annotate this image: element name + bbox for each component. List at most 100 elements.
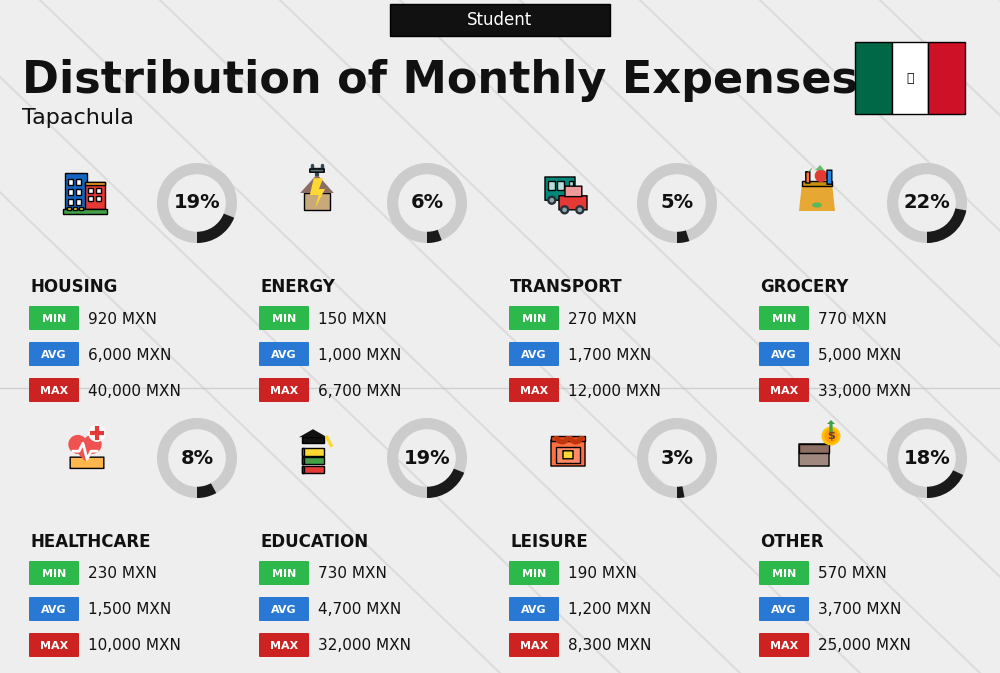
Text: TRANSPORT: TRANSPORT <box>510 278 623 296</box>
Text: EDUCATION: EDUCATION <box>260 533 368 551</box>
Circle shape <box>815 170 827 182</box>
Text: 25,000 MXN: 25,000 MXN <box>818 639 911 653</box>
FancyBboxPatch shape <box>65 173 87 209</box>
Text: Student: Student <box>467 11 533 29</box>
Text: 6%: 6% <box>410 194 444 213</box>
Text: 22%: 22% <box>904 194 950 213</box>
FancyBboxPatch shape <box>802 181 832 186</box>
Wedge shape <box>157 163 237 243</box>
Text: MAX: MAX <box>770 641 798 651</box>
FancyBboxPatch shape <box>76 189 81 195</box>
Wedge shape <box>927 470 963 498</box>
FancyBboxPatch shape <box>799 444 829 453</box>
Text: AVG: AVG <box>41 605 67 615</box>
Circle shape <box>578 208 581 211</box>
Text: 18%: 18% <box>904 448 950 468</box>
Text: MAX: MAX <box>520 641 548 651</box>
Text: LEISURE: LEISURE <box>510 533 588 551</box>
Circle shape <box>69 435 87 453</box>
Text: 3%: 3% <box>660 448 694 468</box>
Text: MAX: MAX <box>770 386 798 396</box>
Text: 770 MXN: 770 MXN <box>818 312 887 326</box>
FancyBboxPatch shape <box>569 181 573 190</box>
Text: AVG: AVG <box>271 350 297 360</box>
FancyBboxPatch shape <box>29 378 79 402</box>
Text: 570 MXN: 570 MXN <box>818 567 887 581</box>
Circle shape <box>562 199 565 202</box>
FancyBboxPatch shape <box>73 207 77 210</box>
Text: 10,000 MXN: 10,000 MXN <box>88 639 181 653</box>
FancyBboxPatch shape <box>70 457 104 468</box>
FancyBboxPatch shape <box>259 342 309 366</box>
Text: MIN: MIN <box>522 569 546 579</box>
FancyBboxPatch shape <box>259 378 309 402</box>
Text: AVG: AVG <box>771 605 797 615</box>
Text: MAX: MAX <box>520 386 548 396</box>
FancyBboxPatch shape <box>302 457 304 464</box>
Text: MIN: MIN <box>42 569 66 579</box>
Wedge shape <box>157 418 237 498</box>
Wedge shape <box>637 163 717 243</box>
FancyBboxPatch shape <box>563 451 573 459</box>
Text: MAX: MAX <box>40 641 68 651</box>
Circle shape <box>822 427 840 445</box>
FancyBboxPatch shape <box>302 448 304 456</box>
Text: 8,300 MXN: 8,300 MXN <box>568 639 651 653</box>
Wedge shape <box>387 418 467 498</box>
Text: 🦅: 🦅 <box>906 71 914 85</box>
FancyBboxPatch shape <box>759 306 809 330</box>
Text: 1,200 MXN: 1,200 MXN <box>568 602 651 618</box>
Text: Distribution of Monthly Expenses: Distribution of Monthly Expenses <box>22 59 858 102</box>
Wedge shape <box>927 209 966 243</box>
FancyBboxPatch shape <box>799 444 829 466</box>
FancyBboxPatch shape <box>63 209 107 214</box>
FancyBboxPatch shape <box>68 189 73 195</box>
Ellipse shape <box>812 203 822 207</box>
Text: OTHER: OTHER <box>760 533 824 551</box>
Circle shape <box>550 199 553 202</box>
FancyBboxPatch shape <box>79 207 83 210</box>
Text: 8%: 8% <box>180 448 214 468</box>
Polygon shape <box>310 178 325 208</box>
Text: MIN: MIN <box>272 569 296 579</box>
FancyBboxPatch shape <box>556 447 580 463</box>
FancyBboxPatch shape <box>302 466 304 473</box>
Text: AVG: AVG <box>271 605 297 615</box>
FancyBboxPatch shape <box>302 448 324 456</box>
Text: 12,000 MXN: 12,000 MXN <box>568 384 661 398</box>
Text: 190 MXN: 190 MXN <box>568 567 637 581</box>
Text: AVG: AVG <box>771 350 797 360</box>
FancyBboxPatch shape <box>76 179 81 185</box>
Text: GROCERY: GROCERY <box>760 278 848 296</box>
Text: 32,000 MXN: 32,000 MXN <box>318 639 411 653</box>
FancyBboxPatch shape <box>509 633 559 657</box>
Text: 4,700 MXN: 4,700 MXN <box>318 602 401 618</box>
Text: 150 MXN: 150 MXN <box>318 312 387 326</box>
Wedge shape <box>387 163 467 243</box>
FancyBboxPatch shape <box>304 193 330 210</box>
FancyBboxPatch shape <box>759 597 809 621</box>
FancyBboxPatch shape <box>892 42 928 114</box>
FancyBboxPatch shape <box>509 597 559 621</box>
FancyBboxPatch shape <box>259 561 309 585</box>
Text: 5%: 5% <box>660 194 694 213</box>
FancyBboxPatch shape <box>572 193 575 197</box>
FancyBboxPatch shape <box>29 597 79 621</box>
FancyBboxPatch shape <box>67 207 71 210</box>
Text: HOUSING: HOUSING <box>30 278 117 296</box>
FancyBboxPatch shape <box>548 181 555 190</box>
FancyBboxPatch shape <box>96 196 101 201</box>
FancyBboxPatch shape <box>259 306 309 330</box>
FancyBboxPatch shape <box>259 597 309 621</box>
Circle shape <box>825 430 837 442</box>
Polygon shape <box>70 444 100 461</box>
FancyBboxPatch shape <box>855 42 892 114</box>
Text: AVG: AVG <box>41 350 67 360</box>
FancyBboxPatch shape <box>96 188 101 193</box>
Circle shape <box>561 206 569 214</box>
FancyBboxPatch shape <box>827 170 832 184</box>
FancyBboxPatch shape <box>88 188 93 193</box>
Text: 1,000 MXN: 1,000 MXN <box>318 347 401 363</box>
FancyBboxPatch shape <box>759 561 809 585</box>
FancyBboxPatch shape <box>551 440 585 466</box>
